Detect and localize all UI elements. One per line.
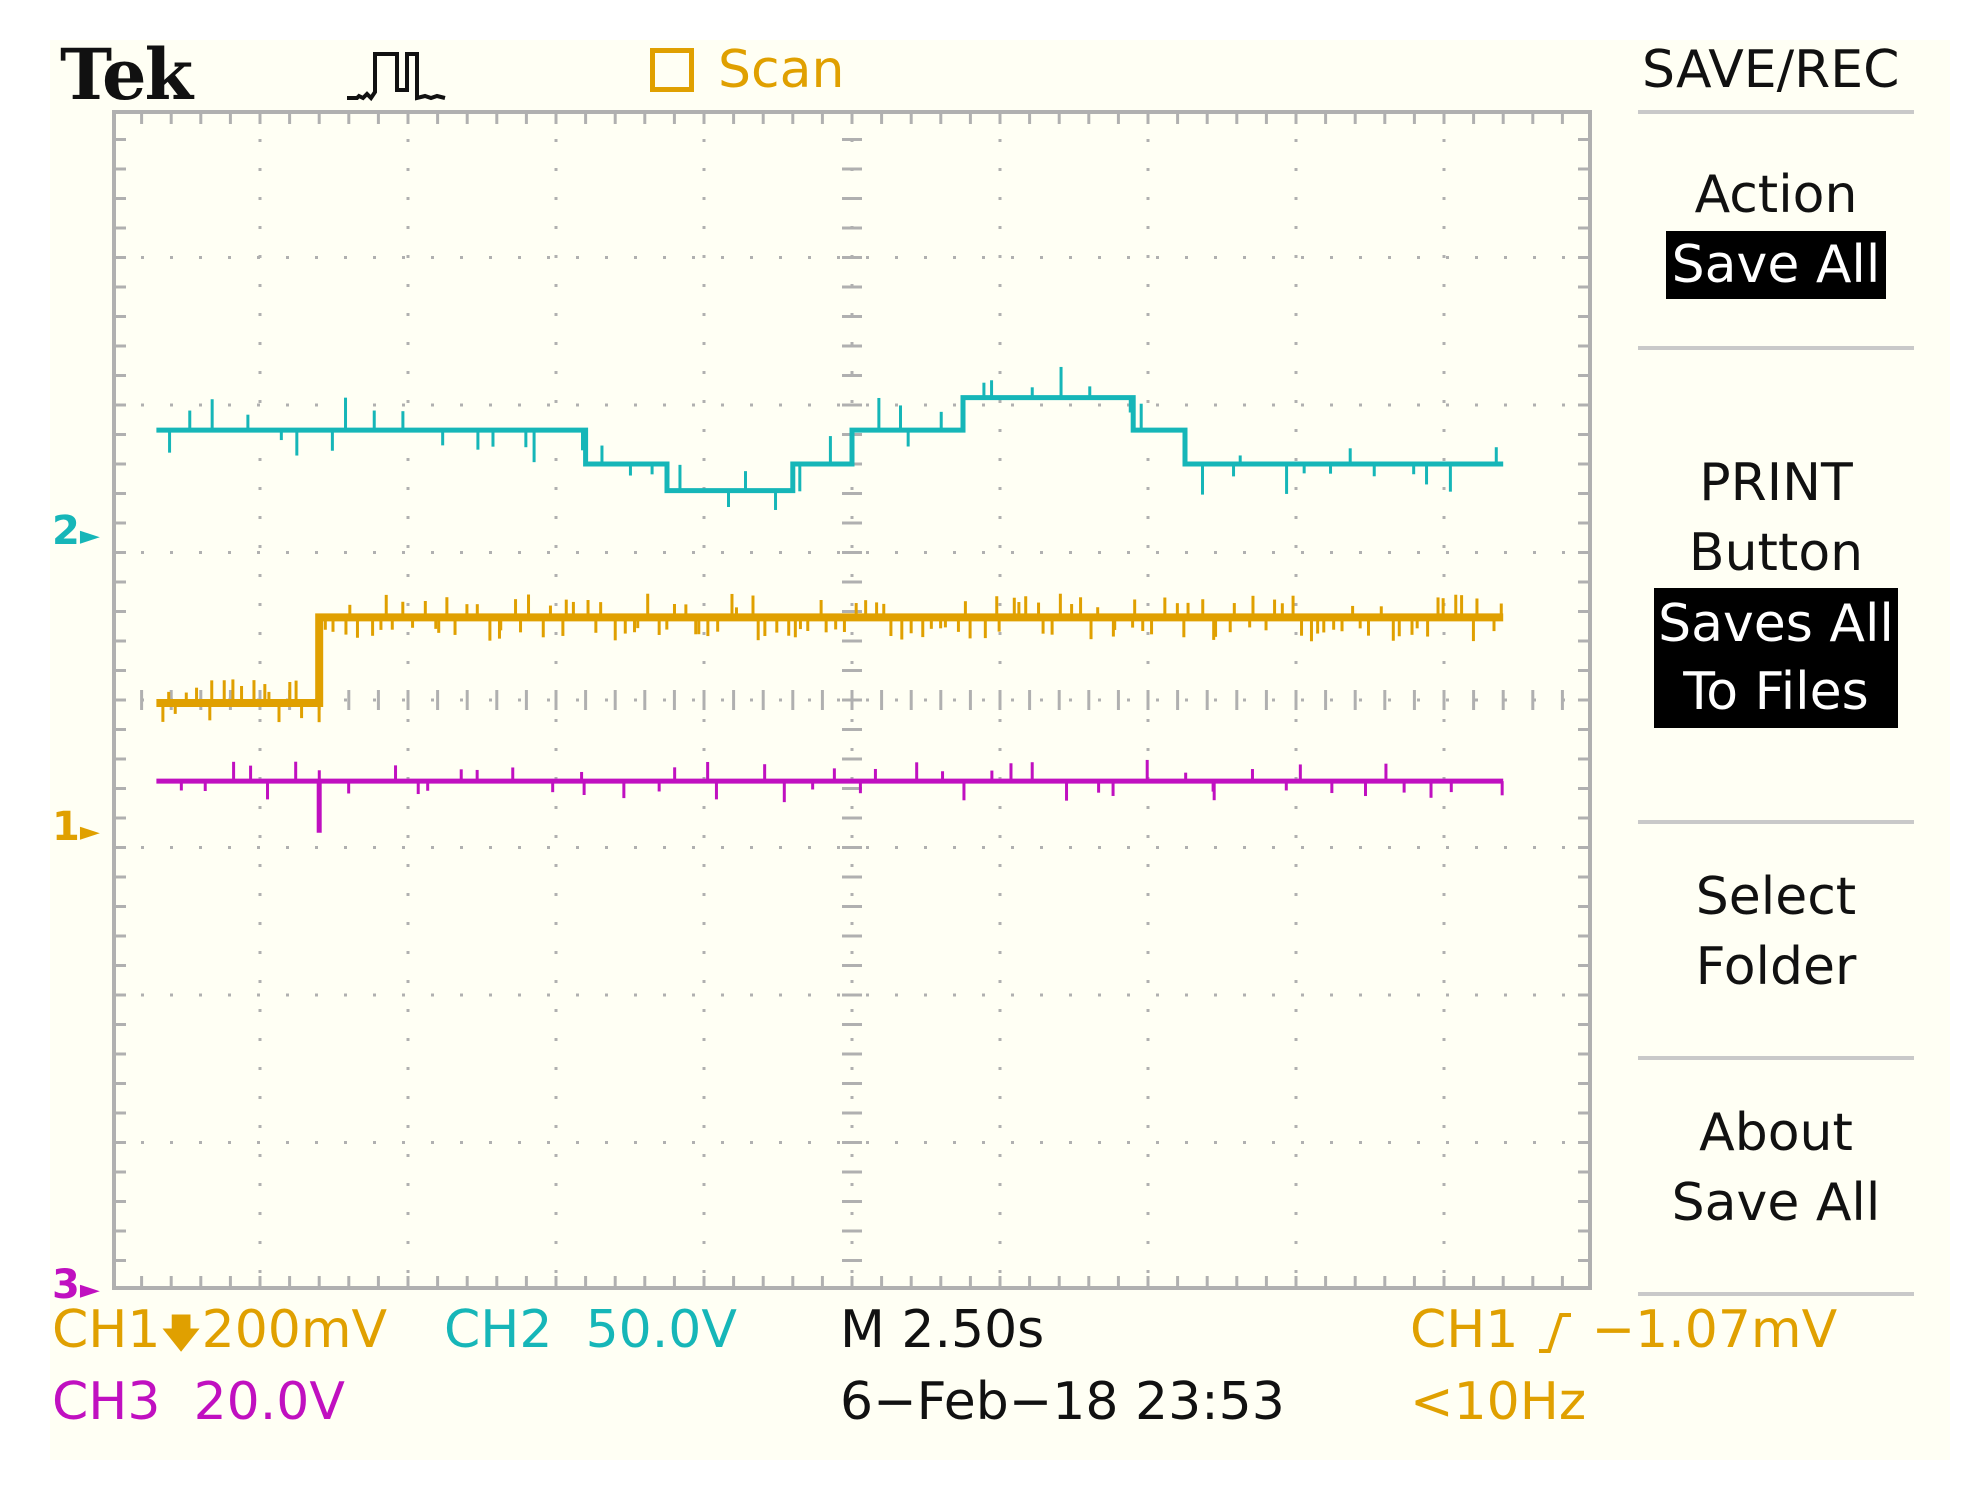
- about-line1: About: [1699, 1103, 1853, 1163]
- menu-separator: [1638, 346, 1914, 350]
- ch3-scale-value: 20.0V: [193, 1372, 345, 1432]
- ch1-ground-marker: 1►: [52, 804, 100, 850]
- trigger-frequency: <10Hz: [1410, 1372, 1587, 1432]
- select-folder-line1: Select: [1695, 867, 1857, 927]
- trigger-waveform-icon: [347, 52, 446, 102]
- trigger-readout: CH1 −1.07mV: [1410, 1304, 1837, 1356]
- waveform-display: [112, 110, 1592, 1290]
- print-value-line1: Saves All: [1658, 594, 1894, 654]
- ch3-scale-readout: CH3 20.0V: [52, 1376, 345, 1428]
- ch3-ground-marker: 3►: [52, 1262, 100, 1308]
- ch2-scale-label: CH2: [444, 1300, 553, 1360]
- rising-edge-icon: [1535, 1311, 1575, 1355]
- menu-print-button[interactable]: PRINT Button Saves All To Files: [1638, 448, 1914, 728]
- menu-about-button[interactable]: About Save All: [1638, 1098, 1914, 1238]
- trigger-level: −1.07mV: [1591, 1300, 1838, 1360]
- waveform-traces: [156, 366, 1504, 833]
- trigger-source: CH1: [1410, 1300, 1519, 1360]
- ch2-scale-readout: CH2 50.0V: [444, 1304, 737, 1356]
- timebase-readout: M 2.50s: [840, 1300, 1045, 1360]
- menu-title: SAVE/REC: [1642, 40, 1900, 100]
- action-label: Action: [1694, 165, 1858, 225]
- menu-separator: [1638, 1056, 1914, 1060]
- about-line2: Save All: [1671, 1173, 1881, 1233]
- menu-separator: [1638, 110, 1914, 114]
- ch2-scale-value: 50.0V: [585, 1300, 737, 1360]
- ch1-scale-readout: CH1🡇200mV: [52, 1300, 388, 1360]
- menu-separator: [1638, 820, 1914, 824]
- ch3-scale-label: CH3: [52, 1372, 161, 1432]
- select-folder-line2: Folder: [1695, 937, 1857, 997]
- datetime-readout: 6−Feb−18 23:53: [840, 1372, 1285, 1432]
- brand-logo: Tek: [60, 33, 193, 116]
- ch2-marker-label: 2: [52, 508, 80, 554]
- ch1-scale-value: 200mV: [201, 1300, 388, 1360]
- ch2-trace: [156, 395, 1504, 494]
- print-label-line2: Button: [1688, 523, 1864, 583]
- graticule: [112, 110, 1592, 1290]
- ch3-marker-label: 3: [52, 1262, 80, 1308]
- ch2-ground-marker: 2►: [52, 508, 100, 554]
- print-value-line2: To Files: [1683, 662, 1869, 722]
- ch1-marker-label: 1: [52, 804, 80, 850]
- acquire-mode-label: Scan: [718, 40, 845, 100]
- action-value: Save All: [1665, 231, 1887, 299]
- print-label-line1: PRINT: [1699, 453, 1853, 513]
- ch3-trace: [156, 778, 1504, 833]
- menu-separator: [1638, 1292, 1914, 1296]
- acquire-mode-indicator: [650, 48, 694, 92]
- print-value-box: Saves All To Files: [1654, 588, 1898, 728]
- ch1-scale-label: CH1: [52, 1300, 161, 1360]
- oscilloscope-screen: Tek Scan SAVE/REC 2► 1► 3► Action Save A…: [50, 40, 1950, 1460]
- menu-select-folder-button[interactable]: Select Folder: [1638, 862, 1914, 1002]
- menu-action-button[interactable]: Action Save All: [1638, 160, 1914, 300]
